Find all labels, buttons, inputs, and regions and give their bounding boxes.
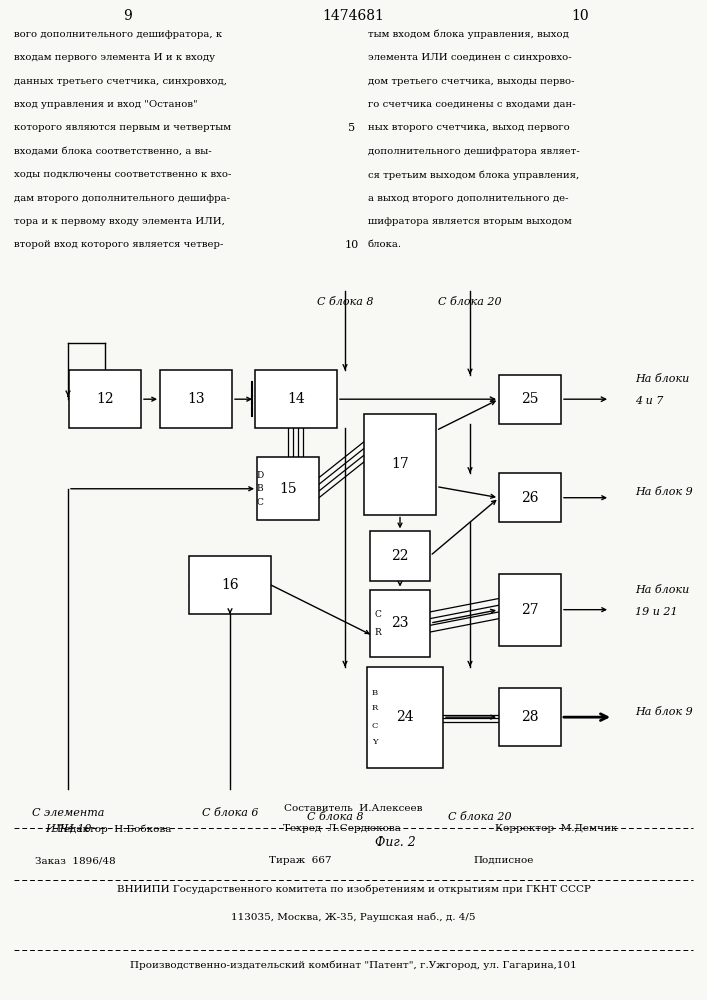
Text: ся третьим выходом блока управления,: ся третьим выходом блока управления, [368,170,579,180]
Text: го счетчика соединены с входами дан-: го счетчика соединены с входами дан- [368,100,575,109]
Text: ных второго счетчика, выход первого: ных второго счетчика, выход первого [368,123,569,132]
Text: Подписное: Подписное [474,856,534,865]
Text: Корректор  М.Демчик: Корректор М.Демчик [495,824,617,833]
Text: входами блока соответственно, а вы-: входами блока соответственно, а вы- [14,147,212,156]
Text: C: C [372,722,378,730]
Text: Составитель  И.Алексеев: Составитель И.Алексеев [284,804,423,813]
Text: На блок 9: На блок 9 [635,487,693,497]
Text: C: C [257,498,264,507]
Text: 10: 10 [344,240,358,250]
Text: 15: 15 [279,482,297,496]
Text: 16: 16 [221,578,239,592]
Text: С блока 6: С блока 6 [201,808,258,818]
Text: 22: 22 [391,549,409,563]
Bar [499,473,561,522]
Bar [367,667,443,768]
Text: 24: 24 [396,710,414,724]
Text: 9: 9 [123,9,132,23]
Text: 26: 26 [521,491,539,505]
Bar [69,370,141,428]
Text: дополнительного дешифратора являет-: дополнительного дешифратора являет- [368,147,580,156]
Text: B: B [257,484,263,493]
Bar [160,370,232,428]
Text: 1474681: 1474681 [322,9,385,23]
Text: вход управления и вход "Останов": вход управления и вход "Останов" [14,100,198,109]
Bar [189,556,271,614]
Text: С блока 20: С блока 20 [448,812,512,822]
Text: ходы подключены соответственно к вхо-: ходы подключены соответственно к вхо- [14,170,231,179]
Text: 113035, Москва, Ж-35, Раушская наб., д. 4/5: 113035, Москва, Ж-35, Раушская наб., д. … [231,912,476,922]
Text: R: R [375,628,381,637]
Text: Производственно-издательский комбинат "Патент", г.Ужгород, ул. Гагарина,101: Производственно-издательский комбинат "П… [130,960,577,970]
Text: 17: 17 [391,457,409,471]
Bar [499,574,561,646]
Text: 23: 23 [391,616,409,630]
Text: С блока 8: С блока 8 [317,297,373,307]
Text: С элемента: С элемента [32,808,104,818]
Text: С блока 20: С блока 20 [438,297,502,307]
Text: C: C [375,610,382,619]
Text: Техред  Л.Сердюкова: Техред Л.Сердюкова [283,824,401,833]
Text: данных третьего счетчика, синхровход,: данных третьего счетчика, синхровход, [14,77,227,86]
Text: 13: 13 [187,392,205,406]
Text: тора и к первому входу элемента ИЛИ,: тора и к первому входу элемента ИЛИ, [14,217,225,226]
Text: На блок 9: На блок 9 [635,707,693,717]
Text: ВНИИПИ Государственного комитета по изобретениям и открытиям при ГКНТ СССР: ВНИИПИ Государственного комитета по изоб… [117,884,590,894]
Text: 27: 27 [521,603,539,617]
Text: 12: 12 [96,392,114,406]
Bar [370,590,430,657]
Text: 10: 10 [571,9,588,23]
Text: 25: 25 [521,392,539,406]
Text: вого дополнительного дешифратора, к: вого дополнительного дешифратора, к [14,30,222,39]
Text: ИЛИ 10: ИЛИ 10 [45,824,91,834]
Text: блока.: блока. [368,240,402,249]
Text: 28: 28 [521,710,539,724]
Text: На блоки: На блоки [635,585,689,595]
Text: элемента ИЛИ соединен с синхровхо-: элемента ИЛИ соединен с синхровхо- [368,53,571,62]
Text: Фиг. 2: Фиг. 2 [375,836,416,849]
Bar [499,375,561,424]
Text: Редактор  Н.Бобкова: Редактор Н.Бобкова [57,824,171,834]
Text: дам второго дополнительного дешифра-: дам второго дополнительного дешифра- [14,194,230,203]
Text: 5: 5 [348,123,355,133]
Text: тым входом блока управления, выход: тым входом блока управления, выход [368,30,568,39]
Bar [257,457,319,520]
Text: входам первого элемента И и к входу: входам первого элемента И и к входу [14,53,215,62]
Bar [370,531,430,581]
Text: B: B [372,689,378,697]
Text: которого являются первым и четвертым: которого являются первым и четвертым [14,123,231,132]
Bar [364,414,436,515]
Text: На блоки: На блоки [635,374,689,384]
Text: Тираж  667: Тираж 667 [269,856,331,865]
Bar [499,688,561,746]
Text: R: R [372,704,378,712]
Text: 4 и 7: 4 и 7 [635,396,663,406]
Text: Y: Y [372,738,378,746]
Text: шифратора является вторым выходом: шифратора является вторым выходом [368,217,571,226]
Text: а выход второго дополнительного де-: а выход второго дополнительного де- [368,194,568,203]
Text: 19 и 21: 19 и 21 [635,607,677,617]
Bar [255,370,337,428]
Text: С блока 8: С блока 8 [307,812,363,822]
Text: второй вход которого является четвер-: второй вход которого является четвер- [14,240,223,249]
Text: D: D [257,471,264,480]
Text: 14: 14 [287,392,305,406]
Text: дом третьего счетчика, выходы перво-: дом третьего счетчика, выходы перво- [368,77,574,86]
Text: Заказ  1896/48: Заказ 1896/48 [35,856,116,865]
